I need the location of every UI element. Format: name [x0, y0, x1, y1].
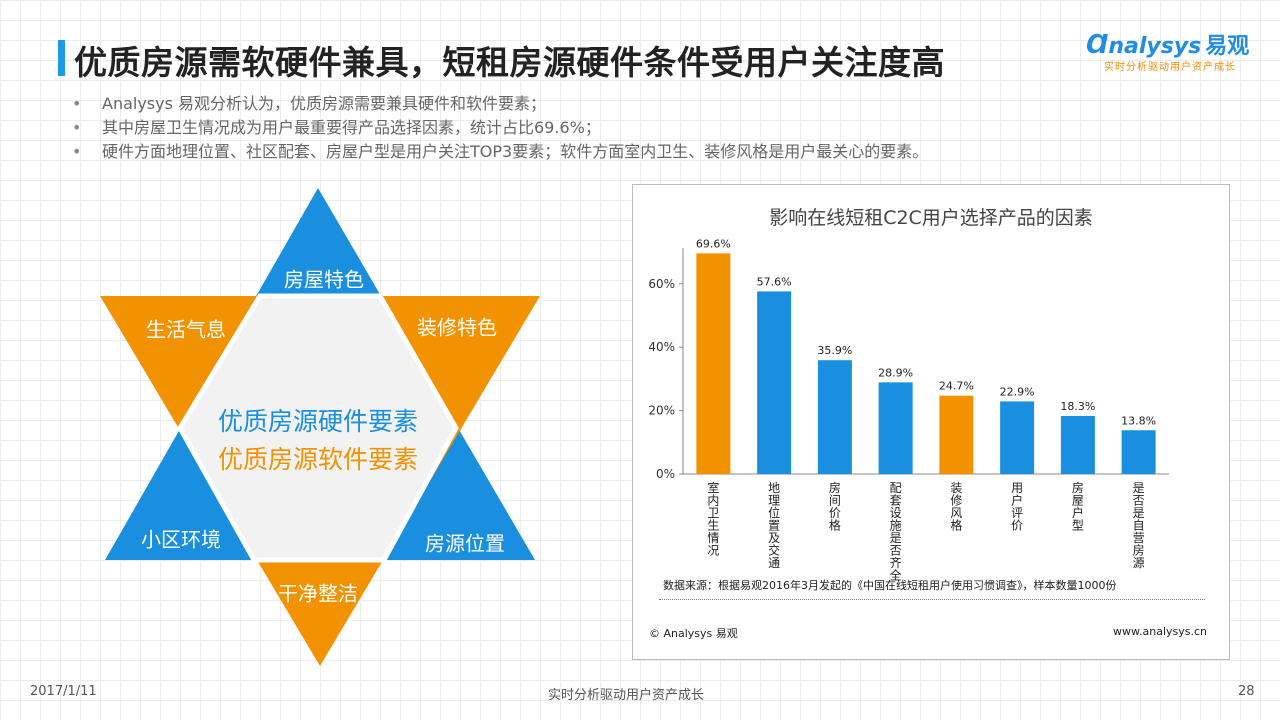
bar-value-label: 69.6%: [696, 237, 731, 250]
bar-value-label: 22.9%: [1000, 385, 1035, 398]
category-label: 房屋户型: [1072, 480, 1084, 533]
category-label: 装修风格: [950, 481, 962, 533]
y-tick-label: 60%: [648, 277, 675, 291]
label-bottom: 干净整洁: [278, 581, 358, 606]
footer-date: 2017/1/11: [30, 684, 97, 699]
bar-value-label: 13.8%: [1121, 414, 1156, 427]
label-upper-right: 装修特色: [417, 315, 497, 340]
bullet-item: 其中房屋卫生情况成为用户最重要得产品选择因素，统计占比69.6%；: [72, 116, 928, 140]
logo-brand-cn: 易观: [1205, 34, 1250, 59]
page-number: 28: [1238, 684, 1255, 699]
footer-slogan: 实时分析驱动用户资产成长: [548, 688, 705, 703]
bar: [939, 395, 974, 474]
summary-bullets: Analysys 易观分析认为，优质房源需要兼具硬件和软件要素； 其中房屋卫生情…: [72, 92, 928, 164]
logo-wordmark: Ɑnalysys 易观: [1086, 28, 1249, 60]
website-link[interactable]: www.analysys.cn: [1113, 625, 1207, 638]
hexagram-diagram: [100, 188, 540, 666]
y-tick-label: 0%: [656, 467, 675, 481]
label-upper-left: 生活气息: [146, 317, 226, 342]
data-source-note: 数据来源：根据易观2016年3月发起的《中国在线短租用户使用习惯调查》，样本数量…: [663, 579, 1117, 592]
bar-value-label: 18.3%: [1060, 400, 1095, 413]
category-label: 房间价格: [829, 480, 841, 533]
bar: [757, 291, 792, 474]
logo-tagline: 实时分析驱动用户资产成长: [1104, 62, 1236, 73]
bar: [1121, 430, 1156, 474]
chart-panel: 影响在线短租C2C用户选择产品的因素 0% 20% 40% 60% 69.6% 室内卫生情…: [632, 184, 1230, 660]
center-hexagon: [177, 293, 459, 563]
label-lower-right: 房源位置: [425, 531, 505, 556]
bar: [1060, 415, 1095, 474]
bar-chart: 0% 20% 40% 60% 69.6% 室内卫生情况 57.6% 地理位置及交通 35.9% 房…: [648, 237, 1169, 583]
logo-brand-en: nalysys: [1108, 34, 1202, 59]
bar-value-label: 35.9%: [817, 344, 852, 357]
category-label: 配套设施是否齐全: [890, 481, 902, 583]
center-software-text: 优质房源软件要素: [217, 445, 419, 474]
category-label: 是否是自营房源: [1133, 481, 1145, 570]
y-tick-label: 40%: [648, 340, 675, 354]
label-lower-left: 小区环境: [141, 527, 221, 552]
dotted-divider: [659, 599, 1205, 600]
logo-a-icon: Ɑ: [1086, 30, 1109, 60]
category-label: 室内卫生情况: [707, 480, 719, 558]
label-top: 房屋特色: [284, 267, 364, 292]
copyright-text: © Analysys 易观: [649, 627, 738, 640]
page-title: 优质房源需软硬件兼具，短租房源硬件条件受用户关注度高: [74, 43, 945, 82]
title-accent-bar: [58, 40, 65, 76]
analysys-logo: Ɑnalysys 易观 实时分析驱动用户资产成长: [1082, 28, 1252, 76]
bar: [878, 382, 913, 474]
bar-value-label: 57.6%: [757, 275, 792, 288]
bar-value-label: 24.7%: [939, 380, 974, 393]
bar: [817, 360, 852, 474]
category-label: 地理位置及交通: [768, 481, 780, 570]
bar: [696, 253, 731, 474]
chart-title: 影响在线短租C2C用户选择产品的因素: [769, 207, 1093, 229]
center-hardware-text: 优质房源硬件要素: [217, 407, 419, 436]
bullet-item: Analysys 易观分析认为，优质房源需要兼具硬件和软件要素；: [72, 92, 928, 116]
y-tick-label: 20%: [648, 404, 675, 418]
bar: [1000, 401, 1035, 474]
category-label: 用户评价: [1011, 481, 1023, 533]
bullet-item: 硬件方面地理位置、社区配套、房屋户型是用户关注TOP3要素；软件方面室内卫生、装…: [72, 140, 928, 164]
bar-value-label: 28.9%: [878, 366, 913, 379]
